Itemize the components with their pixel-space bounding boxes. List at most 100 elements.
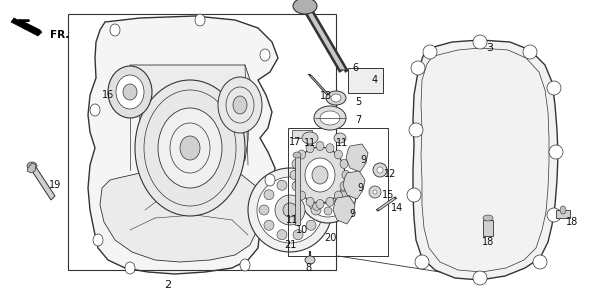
Text: 3: 3	[487, 43, 493, 53]
Bar	[288, 128, 388, 256]
Text: 14: 14	[391, 203, 403, 213]
Ellipse shape	[180, 136, 200, 160]
Ellipse shape	[125, 262, 135, 274]
Text: 17: 17	[289, 137, 301, 147]
Ellipse shape	[265, 174, 275, 186]
Ellipse shape	[316, 200, 324, 209]
Ellipse shape	[308, 191, 316, 199]
Ellipse shape	[334, 133, 346, 143]
Text: 19: 19	[49, 180, 61, 190]
Ellipse shape	[340, 160, 348, 168]
Bar	[348, 68, 383, 93]
Ellipse shape	[108, 66, 152, 118]
Text: 20: 20	[324, 233, 336, 243]
Text: 4: 4	[372, 75, 378, 85]
Ellipse shape	[300, 167, 356, 223]
Ellipse shape	[326, 144, 334, 153]
Text: 9: 9	[357, 183, 363, 193]
Ellipse shape	[369, 186, 381, 198]
Ellipse shape	[116, 75, 144, 109]
Text: FR.: FR.	[50, 30, 70, 40]
Ellipse shape	[292, 160, 300, 168]
Ellipse shape	[340, 182, 348, 191]
Ellipse shape	[283, 203, 297, 217]
Text: 10: 10	[296, 225, 308, 235]
Bar	[483, 220, 493, 236]
Ellipse shape	[373, 190, 377, 194]
Text: 13: 13	[320, 91, 332, 101]
Polygon shape	[343, 171, 365, 199]
Ellipse shape	[473, 35, 487, 49]
Ellipse shape	[313, 202, 321, 210]
Polygon shape	[27, 163, 36, 173]
Text: 5: 5	[355, 97, 361, 107]
Polygon shape	[11, 18, 42, 36]
Ellipse shape	[297, 150, 306, 159]
Polygon shape	[100, 172, 262, 262]
Polygon shape	[308, 74, 330, 96]
Ellipse shape	[302, 132, 318, 144]
Text: 11: 11	[336, 138, 348, 148]
Bar	[295, 155, 300, 225]
Ellipse shape	[158, 108, 222, 188]
Ellipse shape	[275, 195, 305, 225]
Ellipse shape	[293, 180, 303, 190]
Ellipse shape	[316, 141, 324, 150]
Text: 21: 21	[284, 240, 296, 250]
Ellipse shape	[473, 271, 487, 285]
Ellipse shape	[195, 14, 205, 26]
Ellipse shape	[93, 234, 103, 246]
Ellipse shape	[342, 170, 350, 179]
Ellipse shape	[324, 207, 332, 215]
Ellipse shape	[423, 45, 437, 59]
Ellipse shape	[295, 147, 345, 203]
Text: 11: 11	[286, 215, 298, 225]
Ellipse shape	[311, 205, 321, 215]
Ellipse shape	[290, 170, 298, 179]
Ellipse shape	[547, 208, 561, 222]
Ellipse shape	[293, 0, 317, 14]
Ellipse shape	[306, 220, 316, 230]
Bar	[68, 14, 336, 270]
Ellipse shape	[90, 104, 100, 116]
Ellipse shape	[483, 215, 493, 221]
Ellipse shape	[335, 180, 343, 188]
Ellipse shape	[319, 186, 337, 204]
Ellipse shape	[560, 206, 566, 214]
Ellipse shape	[110, 24, 120, 36]
Ellipse shape	[314, 106, 346, 130]
Text: 18: 18	[482, 237, 494, 247]
Ellipse shape	[306, 197, 314, 206]
Ellipse shape	[335, 150, 342, 159]
Text: 6: 6	[352, 63, 358, 73]
Text: 18: 18	[566, 217, 578, 227]
Ellipse shape	[297, 191, 306, 200]
Ellipse shape	[306, 173, 350, 217]
Ellipse shape	[335, 202, 343, 210]
Ellipse shape	[373, 163, 387, 177]
Text: 11: 11	[304, 138, 316, 148]
Ellipse shape	[411, 61, 425, 75]
Text: 8: 8	[305, 263, 311, 273]
Ellipse shape	[305, 158, 335, 192]
Ellipse shape	[409, 123, 423, 137]
Ellipse shape	[293, 230, 303, 240]
Ellipse shape	[549, 145, 563, 159]
Polygon shape	[130, 65, 250, 172]
Ellipse shape	[135, 80, 245, 216]
Text: 12: 12	[384, 169, 396, 179]
Ellipse shape	[264, 220, 274, 230]
Ellipse shape	[260, 49, 270, 61]
Ellipse shape	[320, 111, 340, 125]
Text: 15: 15	[382, 190, 394, 200]
Ellipse shape	[326, 91, 346, 105]
Polygon shape	[413, 40, 558, 280]
Ellipse shape	[335, 191, 342, 200]
Polygon shape	[333, 196, 355, 224]
Polygon shape	[88, 16, 278, 274]
Bar	[556, 210, 570, 218]
Ellipse shape	[331, 94, 341, 102]
Ellipse shape	[240, 259, 250, 271]
Ellipse shape	[259, 205, 269, 215]
Polygon shape	[302, 5, 346, 70]
